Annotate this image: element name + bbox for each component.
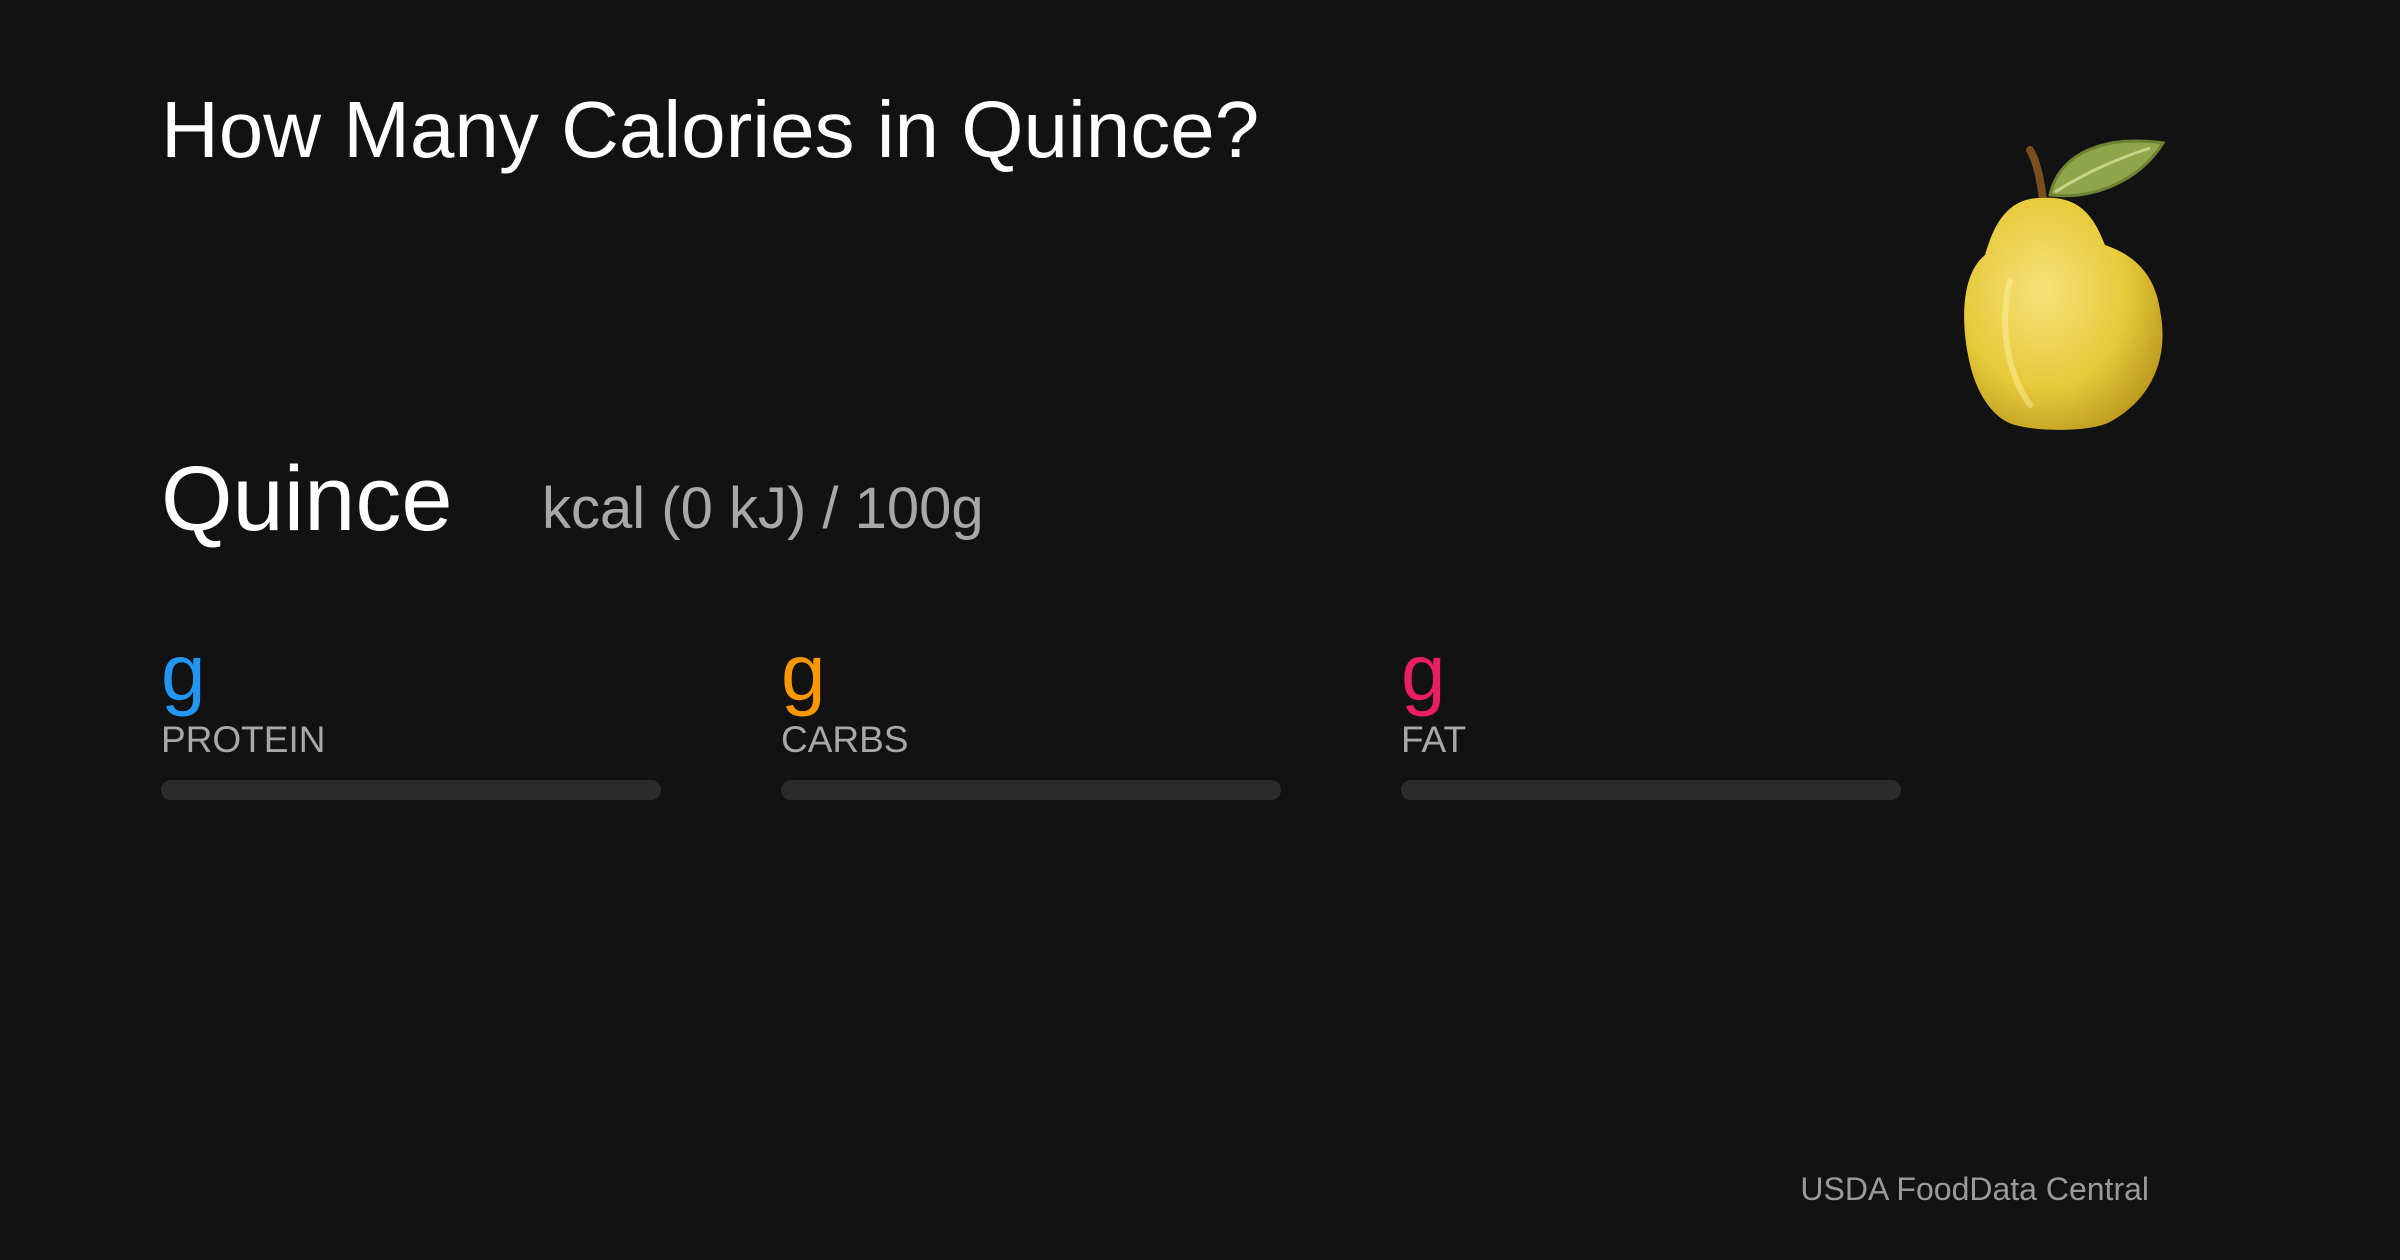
macro-label: FAT	[1401, 719, 1466, 760]
macro-label: PROTEIN	[161, 719, 325, 760]
quince-body	[1964, 197, 2163, 430]
energy-info: kcal (0 kJ) / 100g	[542, 476, 984, 541]
quince-illustration	[1964, 139, 2166, 430]
source-note: USDA FoodData Central	[1800, 1171, 2149, 1207]
macro-track	[1401, 780, 1901, 800]
page-title: How Many Calories in Quince?	[161, 85, 1259, 174]
macro-label: CARBS	[781, 719, 908, 760]
macro-track	[781, 780, 1281, 800]
macro-amount: g	[781, 628, 826, 717]
macro-amount: g	[161, 628, 206, 717]
macro-amount: g	[1401, 628, 1446, 717]
macro-track	[161, 780, 661, 800]
food-name: Quince	[161, 448, 453, 550]
